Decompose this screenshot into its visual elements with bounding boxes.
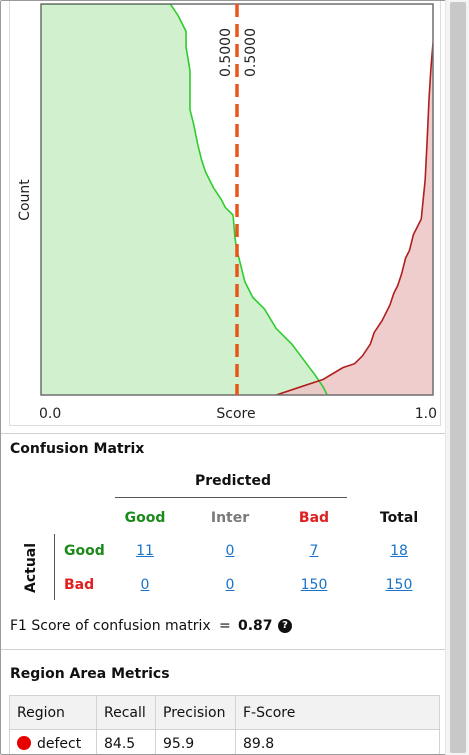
plot-area [41, 4, 433, 395]
cm-cell-good-inter[interactable]: 0 [225, 543, 235, 559]
series-1-area [276, 43, 433, 395]
table-header-row: Region Recall Precision F-Score [9, 695, 440, 730]
recall-cell: 84.5 [96, 729, 156, 754]
col-header-good: Good [124, 510, 166, 526]
region-metrics-table: Region Recall Precision F-Score defect 8… [9, 695, 440, 754]
f1-equals: = [219, 618, 231, 634]
question-circle-icon[interactable]: ? [278, 619, 292, 633]
table-row[interactable]: defect 84.5 95.9 89.8 [9, 729, 440, 754]
cm-cell-good-total[interactable]: 18 [390, 543, 408, 559]
predicted-label: Predicted [195, 473, 271, 489]
f1-score-value: 0.87 [238, 618, 273, 634]
x-tick-label-end: 1.0 [415, 406, 437, 422]
score-chart-svg: 0.5000 0.5000 0.0 1.0 Score Count [17, 3, 437, 422]
actual-label: Actual [23, 542, 39, 593]
cm-cell-bad-total[interactable]: 150 [385, 577, 413, 593]
x-axis-label: Score [216, 406, 255, 422]
header-fscore[interactable]: F-Score [235, 695, 440, 730]
vertical-scrollbar[interactable] [445, 0, 469, 755]
threshold-label-1: 0.5000 [243, 28, 259, 77]
score-distribution-chart: 0.5000 0.5000 0.0 1.0 Score Count [9, 1, 441, 426]
divider [1, 649, 446, 650]
series-0-line [41, 4, 328, 395]
divider [1, 433, 446, 434]
predicted-rule [115, 497, 347, 498]
header-region[interactable]: Region [9, 695, 97, 730]
region-cell: defect [9, 729, 97, 754]
region-color-dot [17, 735, 31, 750]
actual-rule [54, 534, 55, 600]
col-header-inter: Inter [210, 510, 250, 526]
row-label-bad: Bad [64, 577, 95, 593]
scrollbar-thumb[interactable] [450, 2, 466, 753]
cm-cell-bad-good[interactable]: 0 [140, 577, 150, 593]
region-name: defect [37, 735, 82, 752]
cm-cell-good-bad[interactable]: 7 [309, 543, 319, 559]
threshold-label-0: 0.5000 [218, 28, 234, 77]
y-axis-label: Count [17, 179, 33, 221]
col-header-total: Total [379, 510, 419, 526]
header-precision[interactable]: Precision [155, 695, 236, 730]
cm-cell-bad-bad[interactable]: 150 [300, 577, 328, 593]
col-header-bad: Bad [298, 510, 330, 526]
row-label-good: Good [64, 543, 105, 559]
f1-score-label: F1 Score of confusion matrix [10, 618, 211, 634]
confusion-matrix-title: Confusion Matrix [10, 441, 145, 457]
precision-cell: 95.9 [155, 729, 236, 754]
x-tick-label-start: 0.0 [39, 406, 61, 422]
fscore-cell: 89.8 [235, 729, 440, 754]
region-metrics-title: Region Area Metrics [10, 666, 170, 682]
series-1-line [275, 43, 433, 395]
series-0-area [41, 4, 328, 395]
cm-cell-good-good[interactable]: 11 [136, 543, 154, 559]
header-recall[interactable]: Recall [96, 695, 156, 730]
cm-cell-bad-inter[interactable]: 0 [225, 577, 235, 593]
